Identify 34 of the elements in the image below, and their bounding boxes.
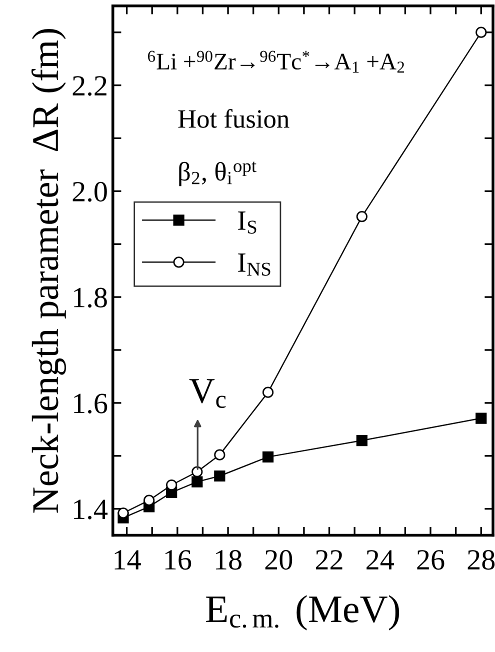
annotation: Hot fusion (178, 109, 290, 128)
annotation: β$_{2}$, θ$_{i}$$^{opt}$ (179, 162, 256, 186)
point (192, 476, 203, 488)
y-tick-label: 1.8 (74, 288, 107, 308)
point (118, 508, 129, 519)
x-tick-label: 22 (316, 550, 342, 570)
point (476, 26, 487, 38)
point (476, 412, 487, 424)
legend-label: I$_{S}$ (238, 212, 256, 234)
x-tick-label: 28 (468, 550, 495, 570)
point (356, 211, 368, 222)
point (192, 466, 203, 478)
y-tick-label: 1.4 (74, 500, 108, 520)
y-axis-title: Neck-length parameter ΔR (fm) (31, 29, 66, 513)
point (356, 434, 368, 446)
point (144, 494, 155, 506)
y-tick-label: 2.2 (72, 76, 106, 96)
point (214, 470, 226, 482)
x-tick-label: 16 (165, 550, 192, 570)
point (166, 479, 178, 491)
point (262, 451, 274, 462)
text: $^{6}$Li +$^{90}$Zr→$^{96}$Tc$^{*}$→A$_{1}$ +A$_{2}$ (148, 50, 404, 73)
annotation: V$_{c}$ (189, 379, 226, 408)
x-tick-label: 26 (417, 550, 444, 570)
x-axis-title: E$_{c.m.}$ (MeV) (206, 595, 400, 630)
y-tick-label: 1.6 (74, 394, 108, 414)
x-tick-label: 20 (265, 550, 292, 570)
y-tick-label: 2.0 (72, 182, 107, 202)
point (214, 449, 226, 460)
x-tick-label: 14 (114, 550, 141, 570)
point (262, 386, 274, 398)
x-tick-label: 24 (366, 550, 394, 570)
legend-label: I$_{NS}$ (238, 254, 270, 276)
x-tick-label: 18 (216, 550, 242, 570)
